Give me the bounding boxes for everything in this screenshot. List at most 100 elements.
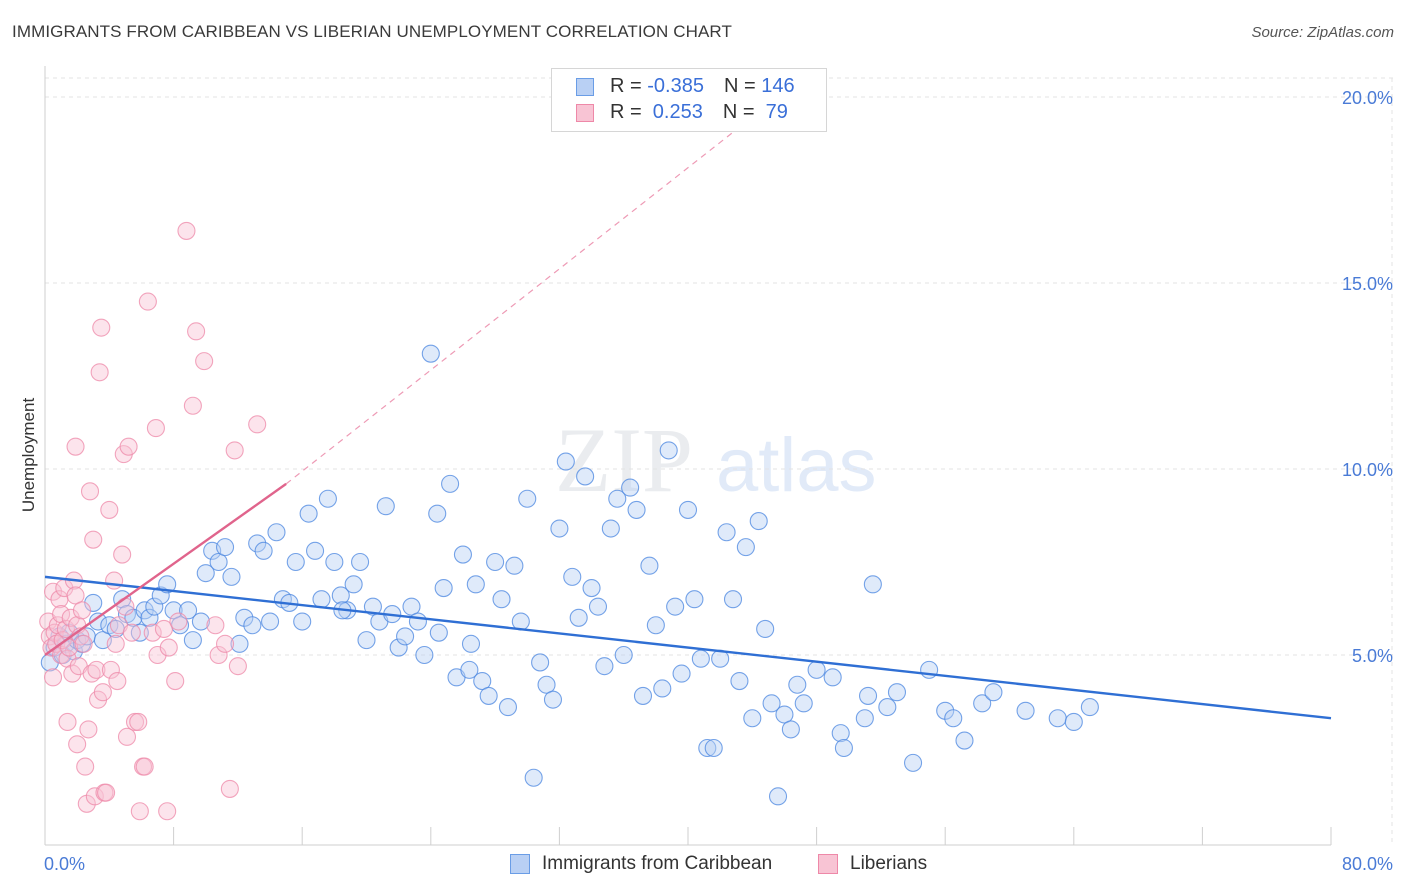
y-tick-label: 5.0% [1352,646,1393,666]
data-point [1048,709,1067,728]
legend-swatch-liberians [576,104,594,122]
data-point [723,590,743,609]
data-point [614,645,633,665]
data-point [363,597,382,616]
data-point [659,441,678,460]
n-label: N = [723,75,762,97]
chart-title: IMMIGRANTS FROM CARIBBEAN VS LIBERIAN UN… [12,22,732,41]
data-point [944,709,963,728]
trend-line-1 [44,482,287,656]
r-value: 0.253 [647,101,703,123]
data-point [195,352,214,371]
data-point [74,634,93,653]
data-point [794,694,813,713]
data-point [63,664,82,683]
data-point [351,552,370,572]
data-point [196,564,215,583]
data-point [396,627,415,646]
data-point [429,623,448,642]
data-point [66,437,85,456]
data-point [672,664,691,683]
data-point [206,616,225,635]
data-point [43,668,63,687]
data-point [1064,712,1083,732]
data-point [518,489,537,508]
data-point [743,709,762,728]
data-point [220,779,239,798]
data-point [762,694,781,713]
data-point [286,552,305,572]
legend-label-liberians: Liberians [850,853,928,874]
data-point [621,478,640,497]
legend-swatch-caribbean [576,78,594,96]
data-point [582,578,601,598]
data-point [108,671,127,691]
data-point [730,671,749,691]
data-point [831,724,850,743]
data-point [97,783,116,802]
data-point [293,612,312,631]
data-point [357,631,376,650]
data-point [531,653,550,672]
data-point [130,802,149,821]
data-point [415,645,434,665]
data-point [143,623,162,642]
data-point [627,500,646,519]
trend-lines [44,103,1332,720]
data-point [80,482,100,501]
r-label: R = [610,75,648,97]
data-point [267,523,286,542]
series-points-1 [39,221,267,821]
data-points [39,221,1099,821]
data-point [166,671,185,691]
data-point [248,534,267,553]
data-point [215,538,235,557]
data-point [129,712,148,732]
legend-swatch-liberians [818,854,838,874]
data-point [222,567,241,586]
data-point [646,616,665,635]
data-point [106,634,125,653]
data-point [92,318,111,337]
data-point [768,787,788,806]
data-point [434,578,453,598]
data-point [537,675,556,694]
data-point [402,597,421,616]
data-point [556,452,575,471]
data-point [749,512,768,531]
data-point [183,396,202,415]
data-point [215,634,235,653]
data-point [331,586,350,605]
r-value: -0.385 [647,75,704,97]
data-point [79,720,98,739]
data-point [72,601,92,620]
data-point [344,575,363,594]
data-point [775,705,794,724]
data-point [90,363,109,382]
data-point [138,292,157,311]
data-point [105,571,124,590]
trend-line-0 [44,575,1332,720]
n-label: N = [722,101,761,123]
data-point [299,504,318,523]
data-point [146,419,165,438]
data-point [834,738,853,758]
data-point [486,552,505,572]
data-point [148,645,167,665]
data-point [116,597,135,616]
data-point [209,552,228,572]
data-point [576,467,595,486]
data-point [479,686,498,705]
data-point [84,530,103,549]
data-point [563,567,582,586]
data-point [254,541,273,560]
data-point [1016,701,1035,720]
data-point [492,590,511,609]
data-point [666,597,685,616]
data-point [498,698,518,717]
data-point [43,582,63,601]
data-point [85,787,104,806]
legend-label-caribbean: Immigrants from Caribbean [542,853,773,874]
data-point [608,489,627,508]
data-point [691,649,710,668]
